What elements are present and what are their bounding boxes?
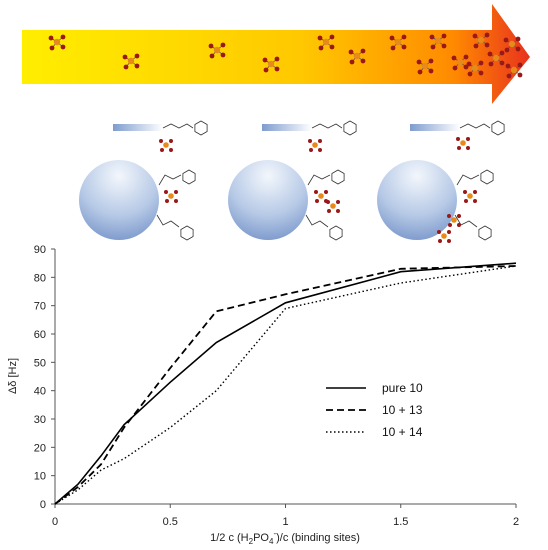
bond-chain (459, 123, 491, 129)
phosphate-ion (472, 32, 490, 49)
x-axis-title: 1/2 c (H2PO4-)/c (binding sites) (210, 529, 360, 546)
y-tick-label: 50 (34, 357, 46, 369)
nanoparticle-sphere-1 (79, 160, 159, 240)
molecular-structures (156, 120, 505, 243)
bound-phosphate (463, 190, 477, 203)
phosphate-ion (416, 58, 434, 75)
bond-chain (454, 214, 478, 228)
legend-label: pure 10 (382, 381, 423, 395)
x-axis-title-part: )/c (binding sites) (276, 532, 360, 544)
phenyl-ring (491, 120, 505, 136)
phenyl-ring (180, 225, 194, 241)
x-axis-title-sub: 4 (269, 537, 274, 546)
phosphate-ion (48, 34, 66, 51)
x-tick-label: 1 (282, 516, 288, 528)
x-tick-label: 0 (52, 516, 58, 528)
y-axis-ticks: 0 10 20 30 40 50 60 70 80 90 (34, 244, 55, 511)
series-line-2 (54, 265, 517, 505)
phosphate-ions (48, 32, 523, 79)
legend-label: 10 + 14 (382, 425, 423, 439)
y-tick-label: 40 (34, 386, 46, 398)
bond-chain (307, 174, 331, 186)
nanoparticle-sphere-2 (228, 160, 308, 240)
phenyl-ring (182, 169, 196, 185)
bond-chain (311, 123, 343, 129)
bond-chain (162, 123, 194, 129)
y-axis-title: Δδ [Hz] (7, 358, 19, 394)
phosphate-ion (122, 53, 140, 70)
y-tick-label: 20 (34, 442, 46, 454)
series-line-3 (54, 265, 517, 505)
series-line-1 (54, 262, 517, 505)
x-tick-label: 0.5 (163, 516, 178, 528)
phosphate-ion (505, 62, 523, 79)
legend-label: 10 + 13 (382, 403, 423, 417)
bond-chain (156, 214, 180, 228)
bond-chain (456, 174, 480, 186)
phenyl-ring (329, 225, 343, 241)
bound-phosphate (437, 230, 451, 243)
chart: 0 10 20 30 40 50 60 70 80 90 0 0.5 1 1.5 2 Δδ [Hz] 1/… (7, 244, 519, 546)
bound-phosphate (308, 139, 322, 152)
phosphate-ion (317, 34, 335, 51)
receptor-bar-2 (262, 124, 312, 131)
y-tick-label: 70 (34, 301, 46, 313)
illustration (22, 4, 530, 243)
x-axis-title-part: PO (253, 532, 269, 544)
x-axis-title-part: 1/2 c (H (210, 532, 249, 544)
bound-phosphate (159, 139, 173, 152)
x-axis-title-sup: - (273, 529, 276, 538)
phosphate-ion (348, 48, 366, 65)
phosphate-ion (451, 54, 469, 71)
bond-chain (158, 174, 182, 186)
y-tick-label: 30 (34, 414, 46, 426)
phosphate-ion (487, 50, 505, 67)
phosphate-ion (503, 36, 521, 53)
phenyl-ring (480, 169, 494, 185)
nanoparticle-sphere-3 (377, 160, 457, 240)
x-tick-label: 1.5 (393, 516, 408, 528)
y-tick-label: 10 (34, 471, 46, 483)
legend: pure 10 10 + 13 10 + 14 (326, 381, 423, 439)
concentration-arrow (22, 4, 530, 104)
phosphate-ion (262, 56, 280, 73)
phosphate-ion (208, 42, 226, 59)
bond-chain (305, 214, 329, 228)
series-layer (54, 262, 517, 505)
y-tick-label: 60 (34, 329, 46, 341)
y-tick-label: 0 (40, 499, 46, 511)
receptor-bar-3 (410, 124, 460, 131)
phosphate-ion (389, 34, 407, 51)
bound-phosphate (314, 190, 328, 203)
phenyl-ring (343, 120, 357, 136)
phenyl-ring (478, 225, 492, 241)
bound-phosphate (326, 200, 340, 213)
phenyl-ring (194, 120, 208, 136)
x-axis-ticks: 0 0.5 1 1.5 2 (52, 504, 519, 528)
receptor-bar-1 (113, 124, 163, 131)
x-tick-label: 2 (513, 516, 519, 528)
bound-phosphate (447, 214, 461, 227)
bound-phosphate (164, 190, 178, 203)
bound-phosphate (456, 137, 470, 150)
y-tick-label: 80 (34, 272, 46, 284)
x-axis-title-sub: 2 (249, 537, 254, 546)
phosphate-ion (466, 60, 484, 77)
y-tick-label: 90 (34, 244, 46, 256)
phosphate-ion (429, 33, 447, 50)
phenyl-ring (331, 169, 345, 185)
